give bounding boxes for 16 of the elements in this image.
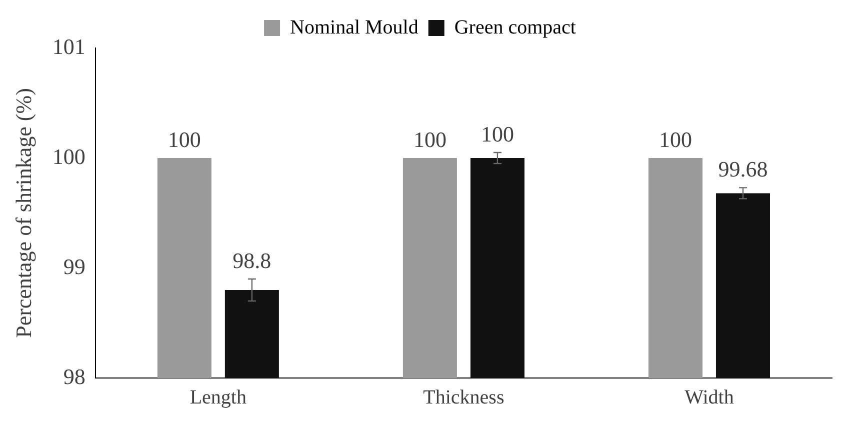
data-label: 99.68 bbox=[718, 156, 768, 182]
data-label: 100 bbox=[413, 126, 446, 152]
y-tick-label: 99 bbox=[63, 254, 86, 279]
x-tick-label: Length bbox=[190, 386, 246, 408]
y-axis-title: Percentage of shrinkage (%) bbox=[10, 88, 36, 338]
y-tick-label: 98 bbox=[63, 364, 86, 389]
y-tick-label: 101 bbox=[52, 34, 86, 59]
data-label: 100 bbox=[658, 126, 692, 152]
data-label: 98.8 bbox=[232, 248, 272, 273]
data-label: 100 bbox=[168, 126, 201, 152]
x-tick-label: Width bbox=[684, 386, 734, 408]
data-label: 100 bbox=[480, 121, 514, 146]
legend-label: Green compact bbox=[454, 16, 576, 38]
legend-label: Nominal Mould bbox=[290, 16, 418, 38]
x-tick-label: Thickness bbox=[423, 386, 504, 408]
y-tick-label: 100 bbox=[52, 144, 86, 169]
